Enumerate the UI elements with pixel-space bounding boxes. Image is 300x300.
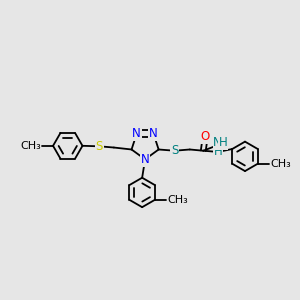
Text: N: N bbox=[132, 127, 141, 140]
Text: H: H bbox=[214, 146, 222, 158]
Text: O: O bbox=[201, 130, 210, 143]
Text: CH₃: CH₃ bbox=[167, 195, 188, 205]
Text: N: N bbox=[141, 153, 149, 166]
Text: H: H bbox=[219, 136, 228, 149]
Text: S: S bbox=[171, 144, 178, 157]
Text: CH₃: CH₃ bbox=[270, 159, 291, 169]
Text: CH₃: CH₃ bbox=[20, 141, 41, 151]
Text: N: N bbox=[149, 127, 158, 140]
Text: N: N bbox=[213, 136, 222, 149]
Text: S: S bbox=[95, 140, 103, 153]
